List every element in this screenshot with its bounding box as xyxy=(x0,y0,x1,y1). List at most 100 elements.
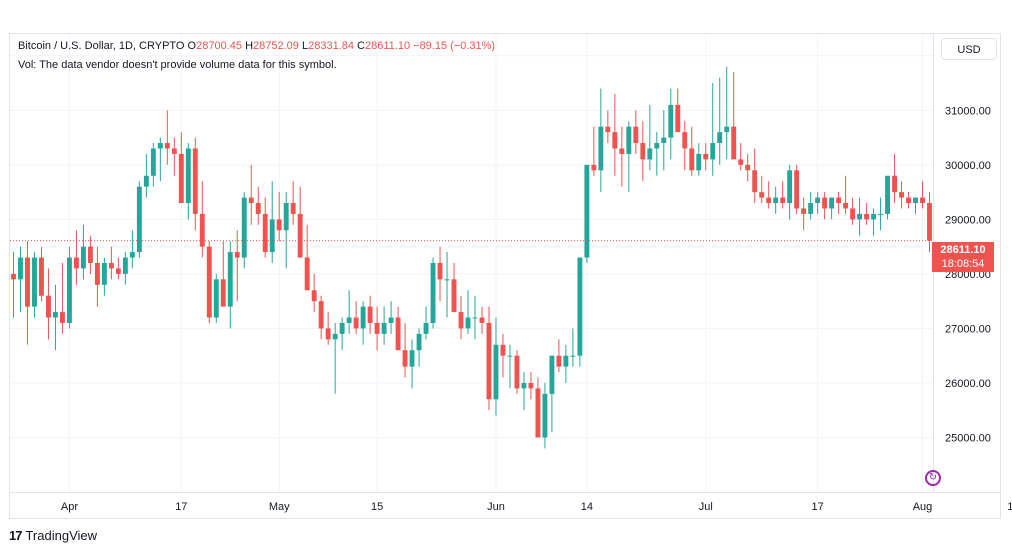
candle-down xyxy=(731,126,737,160)
candle-down xyxy=(633,126,639,144)
candle-up xyxy=(913,197,918,204)
candle-up xyxy=(213,279,219,318)
candle-up xyxy=(773,197,779,204)
candle-down xyxy=(192,148,198,214)
tradingview-mark-icon: 17 xyxy=(9,528,23,543)
candle-up xyxy=(416,333,422,351)
candle-up xyxy=(507,355,513,357)
candle-up xyxy=(465,317,471,329)
x-tick-label: 15 xyxy=(371,501,383,513)
candle-down xyxy=(906,197,911,204)
candle-up xyxy=(584,164,590,258)
change-value: −89.15 (−0.31%) xyxy=(413,40,496,52)
candle-up xyxy=(493,344,499,400)
tradingview-logo[interactable]: 17 TradingView xyxy=(9,528,97,543)
candle-up xyxy=(346,317,352,323)
last-price-tag: 28611.10 18:08:54 xyxy=(932,242,994,272)
candle-up xyxy=(654,143,660,149)
candle-up xyxy=(269,219,275,253)
tradingview-wordmark: TradingView xyxy=(25,528,98,543)
candle-up xyxy=(101,263,107,285)
currency-button[interactable]: USD xyxy=(941,38,997,60)
candle-down xyxy=(276,219,282,231)
candle-up xyxy=(444,279,450,281)
candle-up xyxy=(53,312,58,318)
candle-down xyxy=(682,132,688,149)
y-tick-label: 29000.00 xyxy=(945,214,991,226)
open-label: O xyxy=(187,40,197,52)
candle-down xyxy=(759,192,765,198)
candle-up xyxy=(332,333,338,340)
y-tick-label: 31000.00 xyxy=(945,105,991,117)
candle-down xyxy=(262,213,268,253)
candle-up xyxy=(724,126,730,133)
chart-settings-icon[interactable]: ↻ xyxy=(925,470,941,486)
candle-up xyxy=(668,104,674,138)
candle-up xyxy=(710,143,716,160)
candle-down xyxy=(780,197,786,204)
candle-up xyxy=(885,175,890,214)
candle-down xyxy=(612,132,618,149)
candle-up xyxy=(626,126,632,154)
candle-up xyxy=(66,257,72,323)
close-label: C xyxy=(357,40,365,52)
candle-up xyxy=(18,257,23,280)
candle-up xyxy=(32,257,37,307)
candle-down xyxy=(514,355,520,389)
candle-up xyxy=(360,306,366,329)
candle-down xyxy=(255,203,261,214)
x-tick-label: Apr xyxy=(61,501,78,513)
candle-down xyxy=(556,355,562,367)
candle-down xyxy=(535,388,541,438)
candle-down xyxy=(738,159,744,165)
candle-down xyxy=(892,175,897,193)
candle-up xyxy=(857,213,863,220)
candle-down xyxy=(458,312,464,329)
candle-down xyxy=(115,268,121,274)
candle-down xyxy=(318,301,324,329)
candle-down xyxy=(675,104,681,133)
candle-up xyxy=(598,126,604,171)
candle-down xyxy=(899,192,904,198)
candle-down xyxy=(591,164,597,171)
candle-up xyxy=(696,153,702,171)
symbol-title[interactable]: Bitcoin / U.S. Dollar, 1D, CRYPTO xyxy=(18,40,185,52)
candle-down xyxy=(234,252,240,258)
candle-down xyxy=(220,279,226,307)
bar-countdown: 18:08:54 xyxy=(941,258,985,270)
candle-up xyxy=(542,393,548,438)
candle-up xyxy=(815,197,821,204)
candle-down xyxy=(171,148,177,154)
candle-up xyxy=(549,355,555,394)
candle-up xyxy=(871,213,877,220)
candle-up xyxy=(150,148,156,176)
candle-up xyxy=(283,203,289,231)
candle-down xyxy=(11,273,16,280)
candle-down xyxy=(164,143,170,149)
x-tick-label: Jul xyxy=(699,501,713,513)
y-tick-label: 30000.00 xyxy=(945,160,991,172)
candle-down xyxy=(297,213,303,258)
candle-down xyxy=(927,203,932,241)
candle-up xyxy=(717,132,723,144)
candle-down xyxy=(689,148,695,171)
x-tick-label: 14 xyxy=(581,501,593,513)
candle-up xyxy=(136,186,142,253)
candle-down xyxy=(87,246,93,263)
candle-down xyxy=(206,246,212,318)
candle-down xyxy=(500,344,506,356)
candle-down xyxy=(39,257,44,296)
candle-down xyxy=(395,317,401,351)
x-tick-label: May xyxy=(269,501,290,513)
candle-down xyxy=(199,213,205,247)
x-tick-label: 14 xyxy=(1007,501,1012,513)
candle-up xyxy=(381,322,387,334)
candle-down xyxy=(59,312,65,323)
high-value: 28752.09 xyxy=(253,40,299,52)
candle-down xyxy=(248,197,254,204)
candle-up xyxy=(661,137,667,144)
candle-down xyxy=(108,263,114,269)
candle-down xyxy=(752,170,758,193)
candle-up xyxy=(409,350,415,367)
